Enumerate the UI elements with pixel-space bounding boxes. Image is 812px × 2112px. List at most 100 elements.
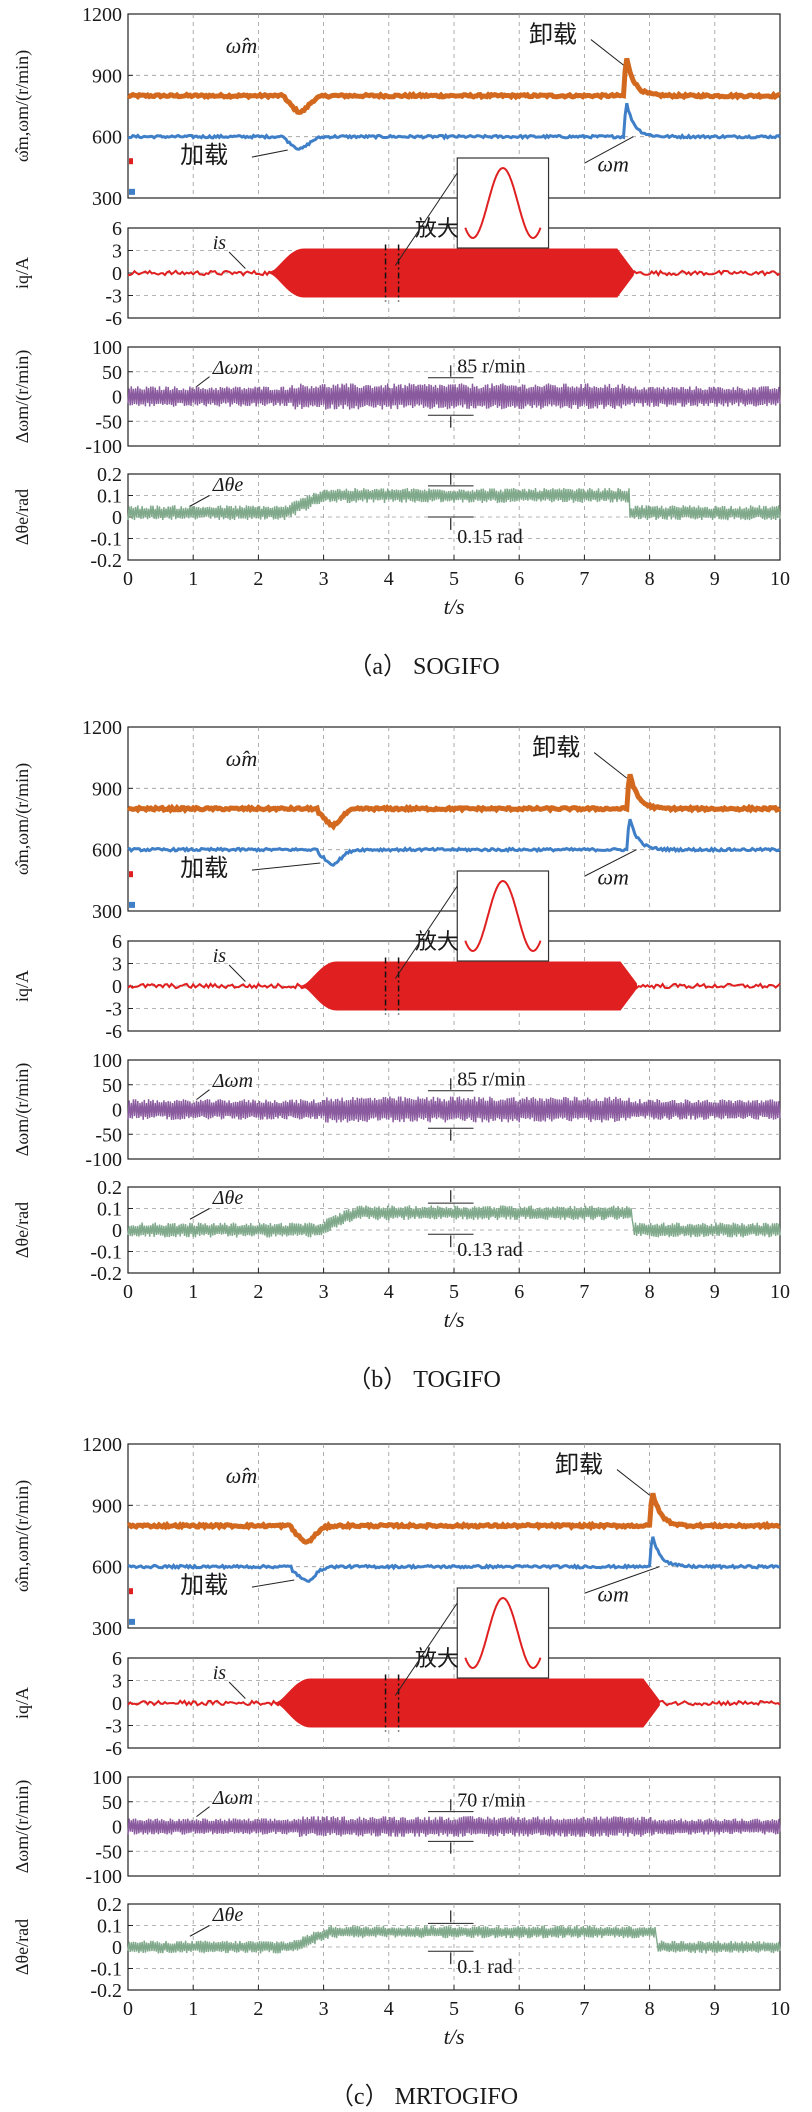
subfigure-caption: （b） TOGIFO xyxy=(347,1367,501,1393)
y-axis-label: ω̂m,ωm/(r/min) xyxy=(12,50,33,162)
x-tick-label: 7 xyxy=(579,568,589,590)
x-tick-label: 3 xyxy=(319,1281,329,1303)
label-actual-speed: ωm xyxy=(597,151,628,176)
zoom-sine xyxy=(464,879,542,953)
panel-speed_error: 100 50 0-50 -100 Δωm/(r/min) 85 r/min Δωm xyxy=(12,337,781,458)
zoom-inset xyxy=(456,157,550,249)
marker-red xyxy=(129,158,133,165)
y-tick-label: 0 xyxy=(112,976,122,998)
label-estimated-speed: ω̂m xyxy=(226,1463,257,1488)
x-tick-label: 6 xyxy=(514,1998,524,2020)
label-load: 加载 xyxy=(180,855,228,882)
y-tick-label: 1200 xyxy=(82,717,122,739)
y-tick-label: 3 xyxy=(112,1671,122,1693)
x-axis-label: t/s xyxy=(444,1307,465,1332)
y-tick-label: 0 xyxy=(112,1100,122,1122)
x-tick-label: 9 xyxy=(710,1998,720,2020)
y-tick-label: 0 xyxy=(112,1937,122,1959)
label-current: is xyxy=(213,945,227,967)
y-axis-label: Δωm/(r/min) xyxy=(12,1063,33,1156)
y-tick-label: -50 xyxy=(95,411,122,433)
y-tick-label: -100 xyxy=(85,1149,122,1171)
label-angle-error: Δθe xyxy=(212,1904,244,1926)
y-tick-label: 3 xyxy=(112,241,122,263)
y-tick-label: 3 xyxy=(112,954,122,976)
arrow-unload xyxy=(616,1469,650,1496)
panel-speed_error: 100 50 0-50 -100 Δωm/(r/min) 70 r/min Δωm xyxy=(12,1767,781,1888)
y-tick-label: 0 xyxy=(112,263,122,285)
label-speed-error-range: 85 r/min xyxy=(457,356,525,378)
series-band-speed-error xyxy=(127,1096,781,1123)
x-tick-label: 2 xyxy=(253,1281,263,1303)
x-tick-label: 0 xyxy=(123,1998,133,2020)
zoom-sine xyxy=(464,166,542,240)
y-axis-label: ω̂m,ωm/(r/min) xyxy=(12,763,33,875)
label-current: is xyxy=(213,1662,227,1684)
label-unload: 卸载 xyxy=(532,735,580,762)
y-tick-label: 0.1 xyxy=(97,486,122,508)
y-axis-label: Δωm/(r/min) xyxy=(12,1780,33,1873)
series-band-speed-error xyxy=(127,383,781,410)
y-tick-label: 6 xyxy=(112,931,122,953)
y-tick-label: 600 xyxy=(92,1557,122,1579)
y-tick-label: 1200 xyxy=(82,1434,122,1456)
y-axis-label: ω̂m,ωm/(r/min) xyxy=(12,1480,33,1592)
y-tick-label: 0.2 xyxy=(97,1177,122,1199)
y-tick-label: 0 xyxy=(112,1693,122,1715)
label-speed-error: Δωm xyxy=(212,1070,253,1092)
y-tick-label: -50 xyxy=(95,1841,122,1863)
y-tick-label: 0 xyxy=(112,1817,122,1839)
y-tick-label: -100 xyxy=(85,436,122,458)
marker-blue xyxy=(129,1618,135,1625)
y-tick-label: -50 xyxy=(95,1124,122,1146)
arrow-angle-error-label xyxy=(189,495,210,507)
y-tick-label: 6 xyxy=(112,1648,122,1670)
arrow-speed-error-label xyxy=(196,1089,210,1100)
arrow-current-label xyxy=(228,1681,246,1699)
arrow-load xyxy=(251,149,288,158)
arrow-current-label xyxy=(228,251,246,269)
y-tick-label: -3 xyxy=(105,999,122,1021)
panel-speed: 300 600 900 1200 ω̂m,ωm/(r/min) ω̂m ωm 加载 卸载 xyxy=(12,4,782,210)
y-tick-label: -0.2 xyxy=(90,550,122,572)
y-tick-label: 600 xyxy=(92,127,122,149)
y-tick-label: 600 xyxy=(92,840,122,862)
x-tick-label: 6 xyxy=(514,1281,524,1303)
marker-red xyxy=(129,871,133,878)
y-tick-label: 900 xyxy=(92,778,122,800)
y-tick-label: 300 xyxy=(92,901,122,923)
subfigure-caption: （c） MRTOGIFO xyxy=(330,2084,518,2107)
arrow-angle-error-label xyxy=(189,1925,210,1937)
y-tick-label: 0 xyxy=(112,1220,122,1242)
x-tick-label: 4 xyxy=(384,568,394,590)
y-tick-label: -0.2 xyxy=(90,1980,122,2002)
label-unload: 卸载 xyxy=(555,1452,603,1479)
x-tick-label: 4 xyxy=(384,1281,394,1303)
label-actual-speed: ωm xyxy=(597,1581,628,1606)
series-band-angle-error xyxy=(127,1925,781,1954)
panel-speed_error: 100 50 0-50 -100 Δωm/(r/min) 85 r/min Δωm xyxy=(12,1050,781,1171)
series-band-current-load xyxy=(274,1678,660,1728)
label-estimated-speed: ω̂m xyxy=(226,746,257,771)
series-line-estimated-speed xyxy=(126,57,781,116)
arrow-angle-error-label xyxy=(189,1208,210,1220)
label-angle-error-range: 0.15 rad xyxy=(457,526,523,548)
y-tick-label: -3 xyxy=(105,286,122,308)
label-angle-error: Δθe xyxy=(212,1187,244,1209)
x-tick-label: 10 xyxy=(770,1998,790,2020)
panel-current: 630-3-6 iq/A is 放大 xyxy=(12,1587,781,1760)
y-tick-label: -100 xyxy=(85,1866,122,1888)
arrow-actual-speed xyxy=(584,849,637,877)
marker-red xyxy=(129,1588,133,1595)
x-tick-label: 5 xyxy=(449,568,459,590)
panel-angle_error: 0.20.10-0.1-0.2 Δθe/rad 0.15 rad Δθe xyxy=(12,464,781,572)
x-tick-label: 8 xyxy=(645,1281,655,1303)
y-tick-label: 900 xyxy=(92,1495,122,1517)
zoom-connector xyxy=(394,885,458,979)
series-band-current-load xyxy=(300,961,638,1011)
y-axis-label: Δθe/rad xyxy=(12,1202,32,1258)
y-tick-label: 900 xyxy=(92,65,122,87)
x-tick-label: 1 xyxy=(188,1281,198,1303)
marker-blue xyxy=(129,901,135,908)
